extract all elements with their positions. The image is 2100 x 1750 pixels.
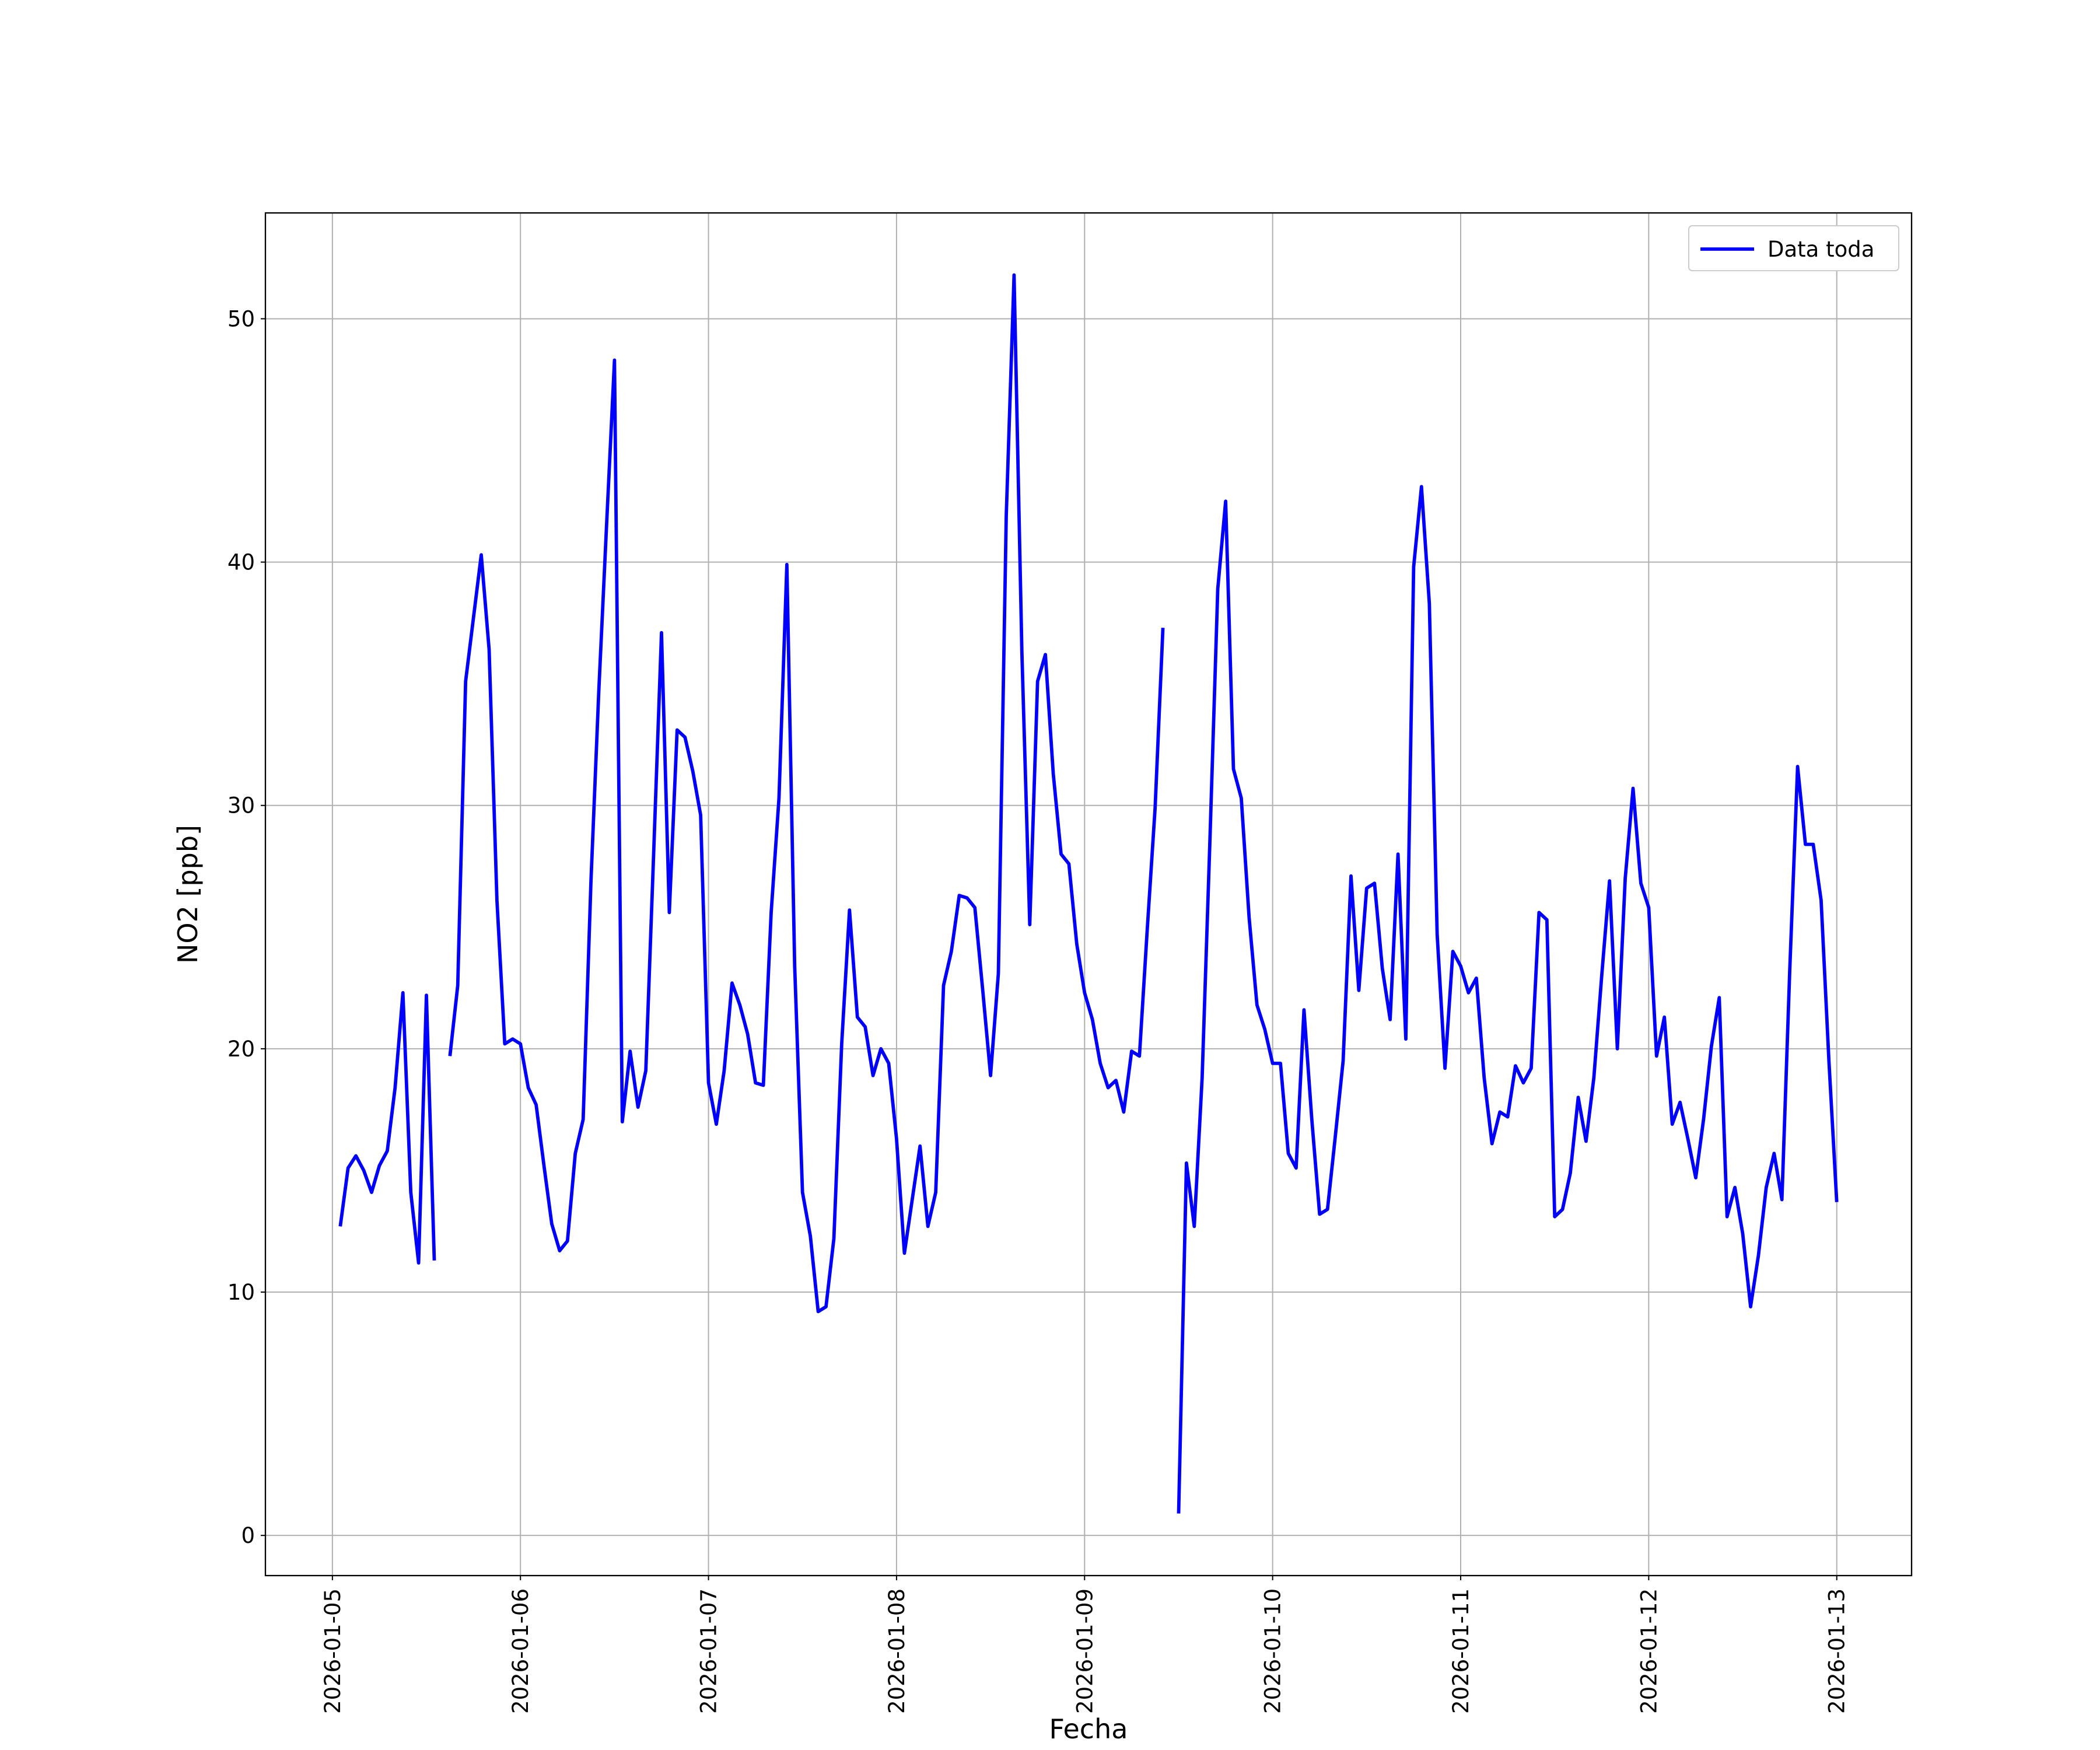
data-line xyxy=(338,273,1839,1514)
y-tick-label: 20 xyxy=(228,1037,255,1062)
x-tick-label: 2026-01-12 xyxy=(1636,1588,1661,1714)
x-tick-label: 2026-01-05 xyxy=(320,1588,345,1714)
legend-label: Data toda xyxy=(1768,237,1874,262)
x-tick-label: 2026-01-10 xyxy=(1261,1588,1286,1714)
y-tick-label: 50 xyxy=(228,306,255,331)
x-tick-label: 2026-01-08 xyxy=(884,1588,909,1714)
x-tick-label: 2026-01-07 xyxy=(696,1588,722,1714)
y-tick-label: 10 xyxy=(228,1280,255,1305)
legend-box xyxy=(1688,225,1899,271)
y-axis-label: NO2 [ppb] xyxy=(172,825,204,964)
x-tick-label: 2026-01-09 xyxy=(1072,1588,1097,1714)
plot-frame xyxy=(264,212,1913,1577)
x-tick-label: 2026-01-06 xyxy=(508,1588,533,1714)
y-tick-label: 30 xyxy=(228,793,255,818)
legend: Data toda xyxy=(1688,225,1899,271)
y-tick-label: 40 xyxy=(228,550,255,575)
x-tick-label: 2026-01-13 xyxy=(1825,1588,1850,1714)
y-tick-label: 0 xyxy=(241,1523,255,1548)
x-axis-label: Fecha xyxy=(1049,1713,1128,1745)
x-tick-label: 2026-01-11 xyxy=(1448,1588,1474,1714)
